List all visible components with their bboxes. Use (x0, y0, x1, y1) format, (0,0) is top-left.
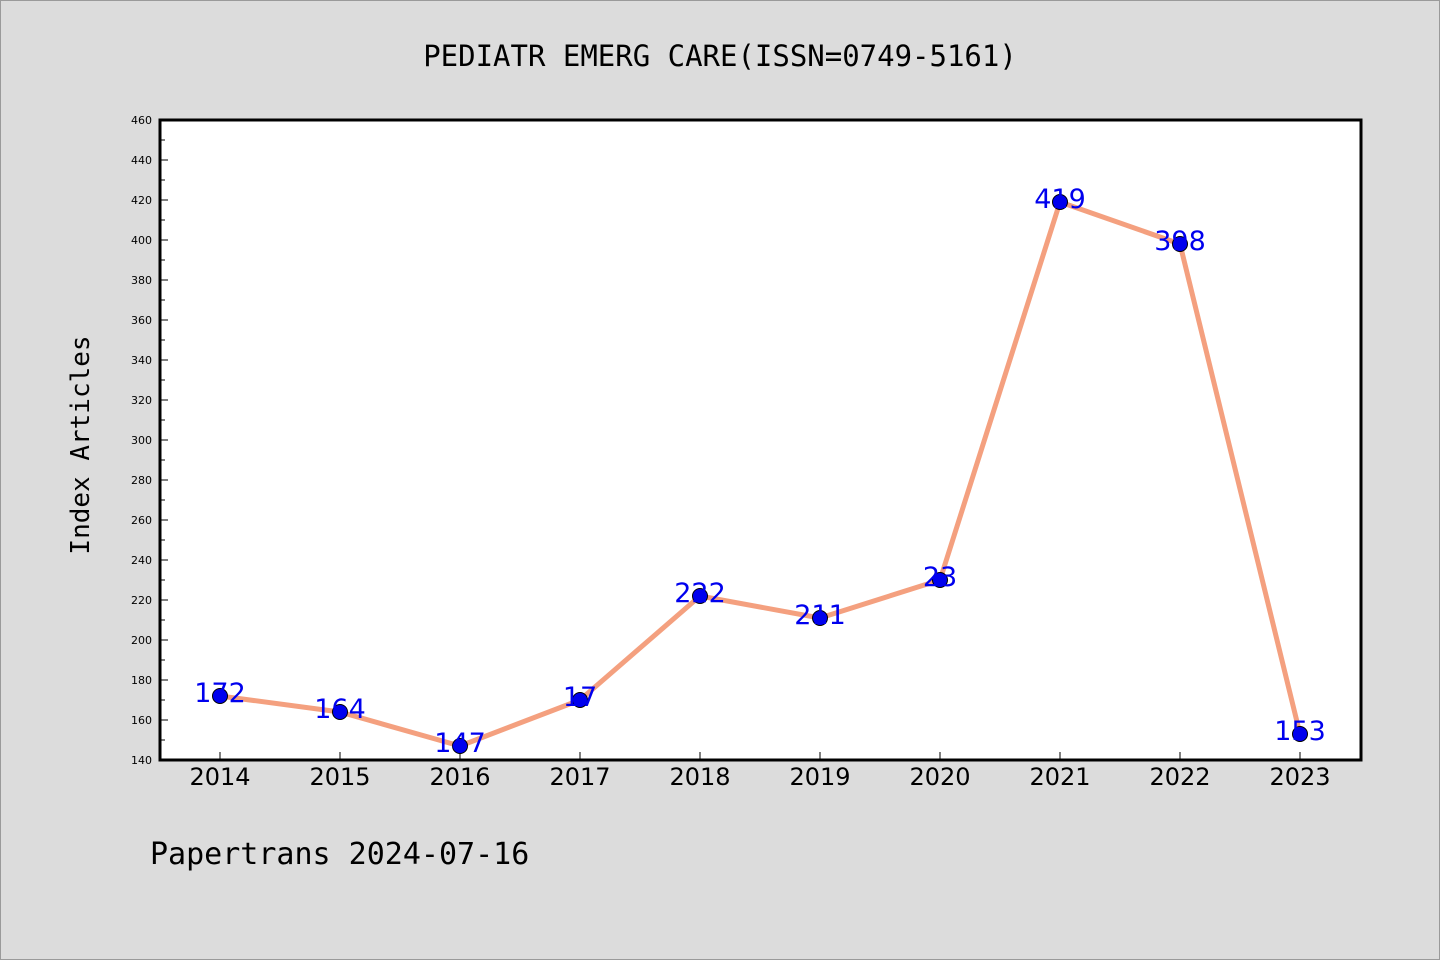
x-tick-label: 2015 (309, 763, 370, 791)
data-point-marker (1052, 194, 1068, 210)
data-point-marker (572, 692, 588, 708)
y-tick-label: 400 (131, 234, 152, 247)
y-tick-label: 220 (131, 594, 152, 607)
data-label: 172 (194, 678, 246, 709)
plot-border (158, 118, 1363, 762)
y-axis-label: Index Articles (66, 335, 96, 554)
data-labels-layer: 172 164 147 17 222 211 23 419 398 153 (194, 184, 1326, 759)
x-tick-label: 2023 (1269, 763, 1330, 791)
x-tick-label: 2018 (669, 763, 730, 791)
y-tick-label: 280 (131, 474, 152, 487)
series-line (217, 199, 1303, 749)
x-axis-ticks: 2014 2015 2016 2017 2018 2019 2020 2021 2022 2023 (189, 752, 1331, 791)
x-tick-label: 2022 (1149, 763, 1210, 791)
data-point-marker (212, 688, 228, 704)
x-tick-label: 2021 (1029, 763, 1090, 791)
y-tick-label: 460 (131, 114, 152, 127)
y-tick-label: 420 (131, 194, 152, 207)
y-tick-label: 160 (131, 714, 152, 727)
y-tick-label: 140 (131, 754, 152, 767)
x-tick-label: 2017 (549, 763, 610, 791)
data-point-marker (932, 572, 948, 588)
y-tick-label: 360 (131, 314, 152, 327)
y-tick-label: 300 (131, 434, 152, 447)
data-point-marker (1292, 726, 1308, 742)
y-tick-label: 380 (131, 274, 152, 287)
footer-text: Papertrans 2024-07-16 (150, 837, 529, 872)
y-tick-label: 240 (131, 554, 152, 567)
data-label: 164 (314, 694, 366, 725)
data-label: 398 (1154, 226, 1206, 257)
data-label: 17 (563, 682, 597, 713)
y-tick-label: 340 (131, 354, 152, 367)
data-point-marker (692, 588, 708, 604)
x-tick-label: 2014 (189, 763, 250, 791)
data-point-marker (452, 738, 468, 754)
data-label: 211 (794, 600, 846, 631)
y-tick-label: 260 (131, 514, 152, 527)
data-label: 153 (1274, 716, 1326, 747)
y-tick-label: 180 (131, 674, 152, 687)
data-label: 147 (434, 728, 486, 759)
data-label: 23 (923, 562, 957, 593)
series-layer (212, 194, 1308, 754)
y-tick-label: 440 (131, 154, 152, 167)
y-axis-ticks: 140 160 180 200 220 240 260 280 300 320 340 360 380 4… (131, 114, 168, 767)
data-point-marker (1172, 236, 1188, 252)
x-tick-label: 2020 (909, 763, 970, 791)
chart-title: PEDIATR EMERG CARE(ISSN=0749-5161) (423, 39, 1017, 73)
data-label: 419 (1034, 184, 1086, 215)
x-tick-label: 2016 (429, 763, 490, 791)
data-label: 222 (674, 578, 726, 609)
y-tick-label: 200 (131, 634, 152, 647)
data-point-marker (812, 610, 828, 626)
x-tick-label: 2019 (789, 763, 850, 791)
y-tick-label: 320 (131, 394, 152, 407)
plot-area (160, 120, 1361, 760)
data-point-marker (332, 704, 348, 720)
